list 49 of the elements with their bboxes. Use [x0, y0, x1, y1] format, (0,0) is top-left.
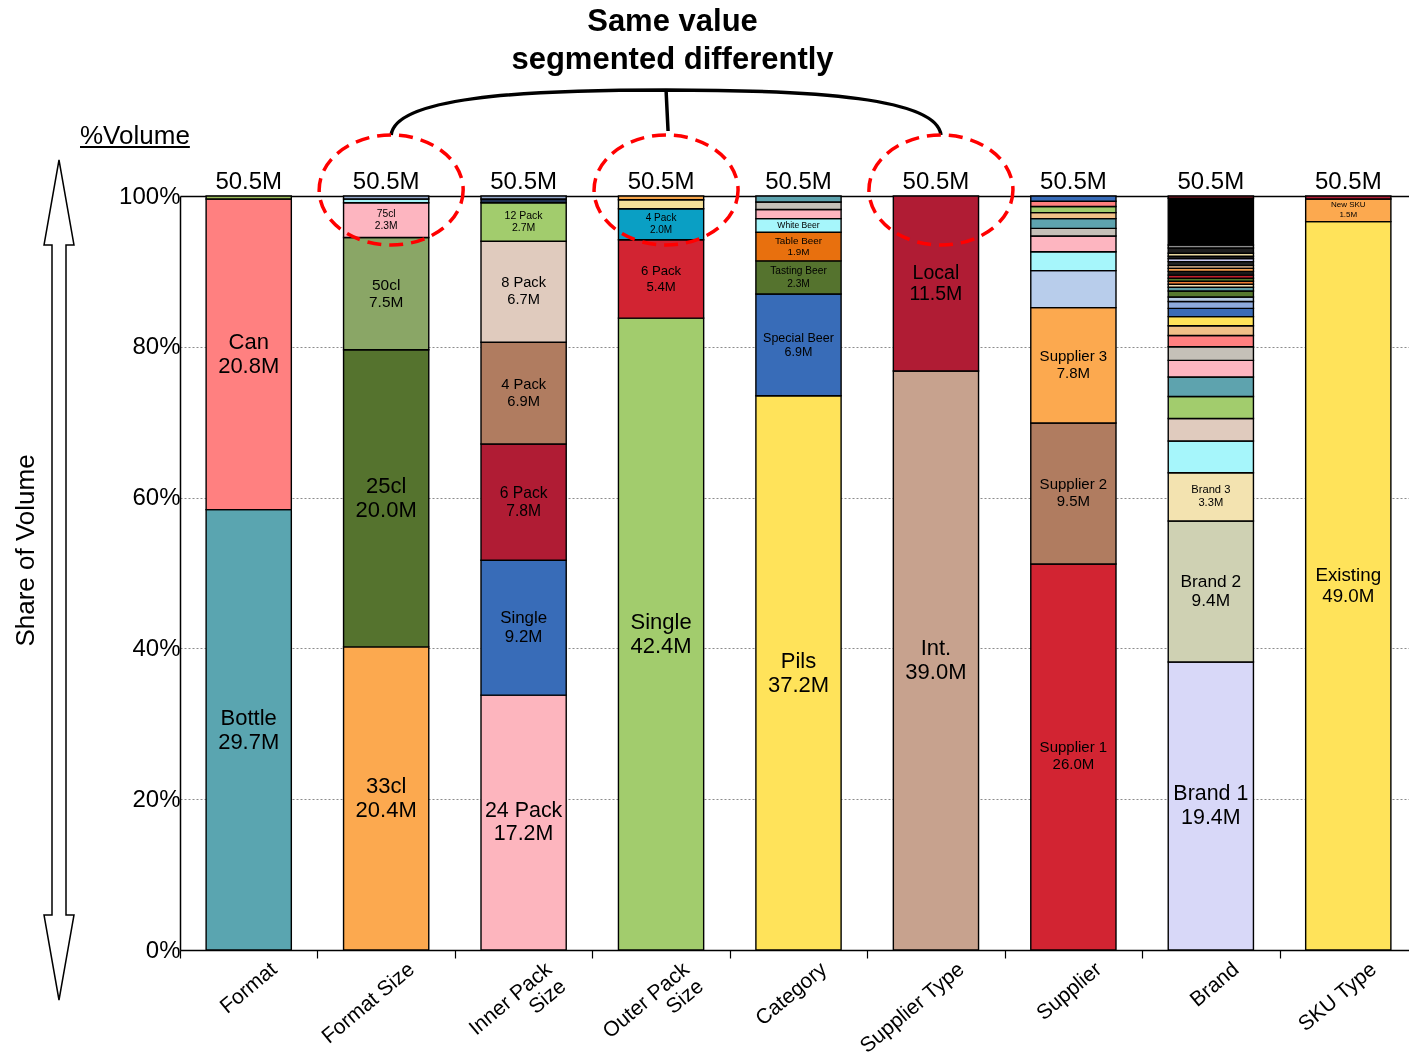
y-axis-title: Share of Volume	[9, 454, 40, 647]
series-label: 75cl 2.3M	[374, 207, 398, 232]
chart-title: Same value segmented differently	[511, 3, 835, 76]
series-label: 4 Pack 2.0M	[645, 212, 678, 236]
y-tick-label: 60%	[132, 483, 181, 511]
y-tick-label: 80%	[132, 332, 181, 360]
series-label: Supplier 2 9.5M	[1039, 474, 1108, 509]
annotation: 50.5M	[765, 167, 832, 194]
bar	[1167, 197, 1255, 246]
series-label: Brand 2 9.4M	[1180, 570, 1242, 611]
series-label: 12 Pack 2.7M	[504, 208, 544, 234]
series-label: Local 11.5M	[909, 260, 963, 305]
series-label: Special Beer 6.9M	[763, 330, 834, 360]
series-label: White Beer	[777, 220, 820, 231]
series-label: Int. 39.0M	[905, 635, 967, 685]
series-label: 50cl 7.5M	[369, 275, 404, 311]
series-label: 6 Pack 7.8M	[499, 484, 548, 519]
text: %Volume	[80, 120, 190, 150]
series-label: Existing 49.0M	[1315, 564, 1382, 607]
y-tick-label: 0%	[145, 935, 181, 963]
series-label: Pils 37.2M	[767, 647, 830, 697]
series-label: Can 20.8M	[218, 329, 280, 379]
series-label: Brand 3 3.3M	[1191, 483, 1231, 509]
series-label: 25cl 20.0M	[355, 473, 417, 523]
y-tick-label: 20%	[132, 784, 181, 812]
series-label: Tasting Beer 2.3M	[770, 265, 828, 289]
series-label: Brand 1 19.4M	[1173, 781, 1249, 829]
series-label: Single 42.4M	[630, 609, 692, 659]
series-label: 6 Pack 5.4M	[640, 263, 682, 294]
series-label: 24 Pack 17.2M	[484, 797, 563, 846]
annotation: 50.5M	[215, 167, 283, 194]
annotation: 50.5M	[902, 167, 970, 194]
series-label: Supplier 3 7.8M	[1039, 346, 1108, 381]
annotation: 50.5M	[1314, 167, 1382, 194]
series-label: Bottle 29.7M	[218, 704, 280, 754]
annotation: 50.5M	[627, 167, 695, 194]
series-label: 4 Pack 6.9M	[501, 375, 547, 409]
series-label: Single 9.2M	[500, 608, 548, 647]
series-label: Supplier 1 26.0M	[1039, 738, 1108, 773]
annotation: 50.5M	[1177, 167, 1245, 194]
annotation: 50.5M	[490, 167, 557, 194]
y-tick-label: 40%	[132, 633, 181, 661]
series-label: 8 Pack 6.7M	[501, 274, 547, 308]
series-label: 33cl 20.4M	[355, 773, 417, 823]
y-tick-label: 100%	[119, 181, 181, 209]
annotation: 50.5M	[1040, 167, 1107, 194]
series-label: New SKU 1.5M	[1330, 200, 1366, 220]
series-label: Table Beer 1.9M	[774, 234, 823, 258]
annotation: 50.5M	[352, 167, 420, 194]
